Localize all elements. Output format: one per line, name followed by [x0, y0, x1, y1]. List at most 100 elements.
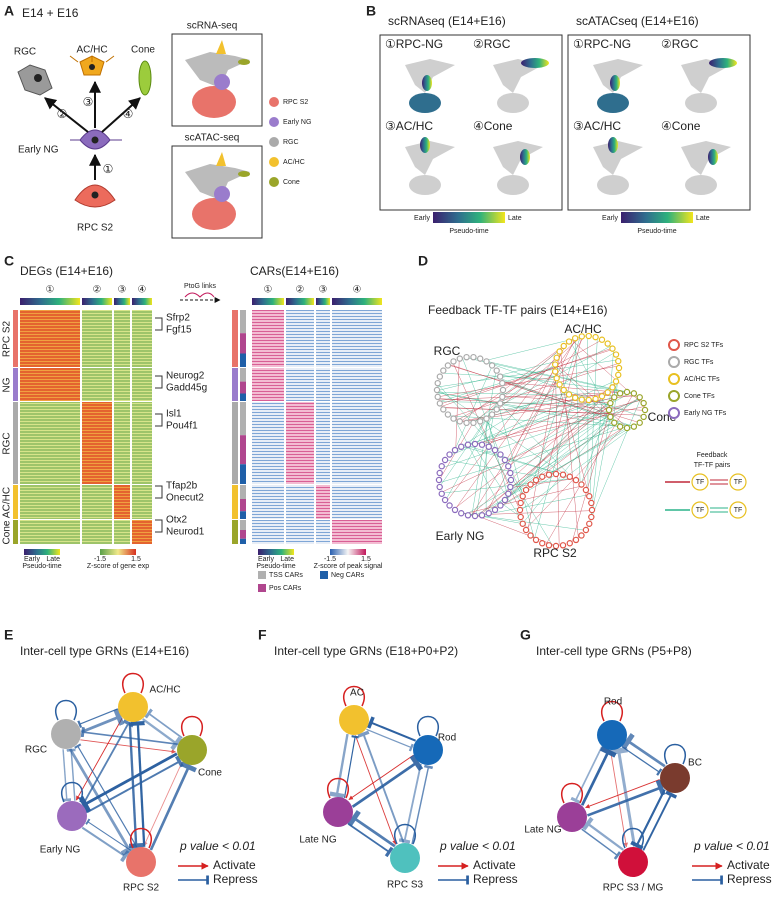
- connector: [142, 718, 183, 751]
- self-loop: [130, 827, 152, 849]
- pseudotime-strip: [286, 298, 314, 305]
- legend-label: Early NG: [283, 119, 311, 126]
- connector: [398, 763, 422, 844]
- connector: [86, 755, 184, 814]
- tf-node: [519, 520, 526, 527]
- tf-node: [578, 481, 585, 488]
- tf-node: [440, 406, 447, 413]
- legend-label: AC/HC: [283, 159, 305, 166]
- self-loop: [61, 781, 83, 803]
- tf-node: [501, 456, 509, 464]
- colorbar: [330, 549, 366, 555]
- tf-node: [565, 338, 573, 345]
- tf-node: [527, 481, 534, 488]
- tf-node: [571, 335, 579, 342]
- umap-cloud: [185, 52, 250, 88]
- tf-node: [609, 345, 616, 352]
- connector: [505, 421, 614, 499]
- tf-node: [607, 413, 614, 421]
- column-label: ①: [264, 285, 273, 296]
- tf-node: [517, 513, 524, 521]
- heatmap-block: [252, 520, 284, 544]
- umap-cloud: [214, 186, 230, 202]
- node-label: Early NG: [40, 845, 81, 856]
- connector: [610, 750, 629, 848]
- legend-label: AC/HC TFs: [684, 376, 720, 383]
- tf-node: [464, 512, 472, 519]
- panel-letter: C: [4, 253, 14, 269]
- tf-node: [615, 371, 622, 379]
- cell-label: AC/HC: [76, 45, 107, 56]
- tf-node: [456, 355, 463, 362]
- tf-node: [592, 395, 599, 403]
- colorbar-label: Late: [46, 556, 60, 563]
- heatmap-block: [132, 310, 152, 367]
- pseudotime-strip: [114, 298, 130, 305]
- pseudotime-strip: [132, 298, 152, 305]
- plot-frame: [567, 34, 751, 211]
- heatmap-block: [132, 485, 152, 519]
- tf-node: [476, 418, 484, 425]
- tf-node: [612, 378, 620, 385]
- connector: [78, 752, 178, 813]
- umap-cloud: [238, 59, 250, 65]
- connector: [144, 708, 183, 739]
- pseudotime-strip: [332, 298, 382, 305]
- gene-label: Neurod1: [166, 527, 205, 538]
- column-label: ②: [93, 285, 102, 296]
- tf-node: [505, 463, 512, 470]
- connector: [85, 818, 132, 851]
- connector: [500, 378, 630, 429]
- legend-swatch: [668, 339, 680, 351]
- connector: [80, 726, 178, 745]
- umap-cloud: [214, 74, 230, 90]
- heatmap-title: CARs(E14+E16): [250, 264, 339, 278]
- connector: [130, 721, 146, 847]
- gene-label: Isl1: [166, 409, 182, 420]
- connector: [510, 476, 553, 546]
- tf-node: [636, 394, 643, 401]
- umap-cloud: [493, 141, 543, 175]
- connector: [80, 739, 177, 754]
- heatmap-block: [316, 368, 330, 401]
- heatmap-block: [332, 485, 382, 519]
- tf-node: [483, 415, 490, 422]
- tf-node: [636, 419, 643, 426]
- legend-swatch: [668, 407, 680, 419]
- legend-tf: [691, 501, 709, 519]
- tf-node: [499, 393, 506, 401]
- tf-node: [485, 510, 492, 517]
- colorbar-title: Z-score of gene exp: [87, 563, 149, 570]
- connector: [445, 459, 543, 478]
- self-loop: [601, 700, 623, 722]
- legend-label: Cone: [283, 179, 300, 186]
- tf-label: TF: [734, 507, 743, 514]
- legend-label: Repress: [213, 872, 258, 886]
- colorbar-label: Late: [508, 215, 522, 222]
- tf-node: [488, 362, 496, 369]
- connector: [436, 388, 567, 476]
- grn-node: [57, 801, 87, 831]
- nucleus: [34, 74, 42, 82]
- legend-label: Cone TFs: [684, 393, 715, 400]
- subplot-label: ②RGC: [473, 37, 511, 51]
- grn-node: [557, 802, 587, 832]
- tf-node: [488, 411, 496, 418]
- car-strip: [240, 353, 246, 367]
- umap-cloud: [405, 141, 455, 175]
- tf-node: [572, 476, 580, 484]
- heatmap-block: [114, 368, 130, 401]
- tf-node: [522, 526, 530, 534]
- tf-node: [551, 368, 559, 375]
- tf-node: [458, 510, 465, 517]
- connector: [454, 365, 493, 451]
- connector: [449, 364, 611, 418]
- umap-highlight: [608, 137, 618, 153]
- connector: [441, 397, 641, 493]
- node-label: RPC S2: [123, 883, 160, 894]
- connector: [439, 366, 556, 402]
- tf-node: [605, 406, 613, 414]
- tf-node: [446, 502, 453, 509]
- tf-node: [440, 367, 447, 374]
- tf-node: [566, 473, 573, 480]
